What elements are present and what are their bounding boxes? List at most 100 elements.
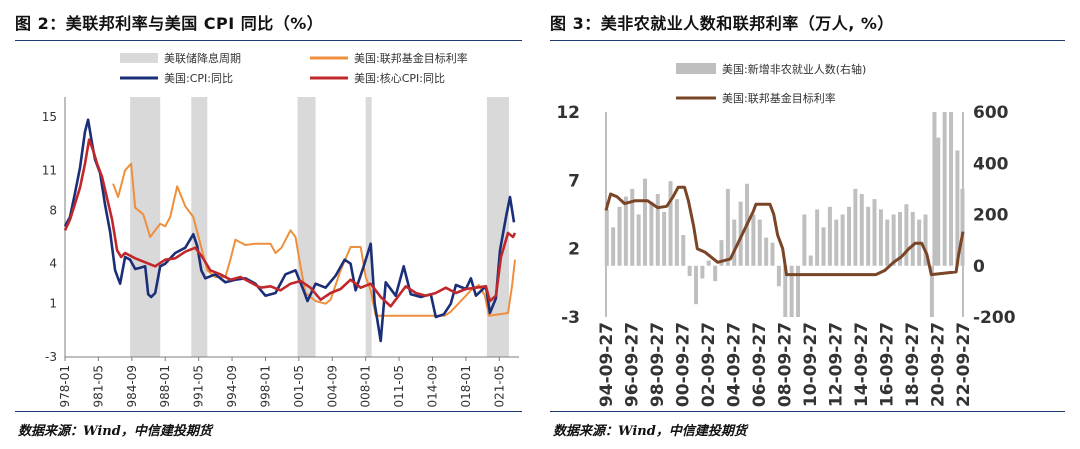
right-y-tick-label: 200 <box>973 206 1009 226</box>
x-tick-label: 2014-09 <box>425 365 439 407</box>
payroll-bar <box>764 237 769 266</box>
x-tick-label: 2010-09-27 <box>801 322 821 407</box>
x-tick-label: 2018-01 <box>459 365 473 407</box>
right-y-tick-label: 400 <box>973 154 1009 174</box>
y-tick-label: 4 <box>49 257 57 271</box>
right-bottom-rule <box>550 411 1065 412</box>
x-tick-label: 2002-09-27 <box>699 322 719 407</box>
payroll-bar <box>891 214 896 266</box>
right-y-tick-label: 0 <box>973 257 985 277</box>
x-tick-label: 1988-01 <box>158 365 172 407</box>
payroll-bar <box>929 265 934 317</box>
x-tick-label: 2021-05 <box>492 365 506 407</box>
x-tick-label: 2016-09-27 <box>878 322 898 407</box>
x-tick-label: 2004-09-27 <box>725 322 745 407</box>
payroll-bar <box>859 194 864 266</box>
payroll-bar <box>808 255 813 266</box>
payroll-bar <box>604 209 609 266</box>
payroll-bar <box>668 181 673 266</box>
recession-band-1 <box>191 97 208 357</box>
recession-band-0 <box>130 97 161 357</box>
x-tick-label: 1978-01 <box>58 365 72 407</box>
left-chart-title: 图 2：美联邦利率与美国 CPI 同比（%） <box>15 14 324 33</box>
recession-band-2 <box>297 97 316 357</box>
recession-band-4 <box>486 97 509 357</box>
payroll-bar <box>713 265 718 282</box>
payroll-bar <box>789 265 794 317</box>
x-tick-label: 2008-09-27 <box>776 322 796 407</box>
payroll-bar <box>630 188 635 266</box>
y-tick-label: 8 <box>49 203 57 217</box>
series-line-1 <box>112 162 516 317</box>
payroll-bar <box>872 199 877 266</box>
payroll-bar <box>751 214 756 266</box>
x-tick-label: 1991-05 <box>192 365 206 407</box>
payroll-bar <box>815 209 820 266</box>
payroll-bar <box>776 265 781 287</box>
payroll-bar <box>866 206 871 266</box>
payroll-bar <box>840 214 845 266</box>
x-tick-label: 2001-05 <box>292 365 306 407</box>
legend-label-2: 美国:CPI:同比 <box>164 72 233 85</box>
payroll-bar <box>662 211 667 266</box>
y-tick-label: -3 <box>45 350 57 364</box>
x-tick-label: 1981-05 <box>91 365 105 407</box>
x-tick-label: 1996-09-27 <box>623 322 643 407</box>
payroll-bar <box>878 209 883 266</box>
payroll-bar <box>719 240 724 266</box>
right-chart-title: 图 3：美非农就业人数和联邦利率（万人, %） <box>550 14 894 33</box>
payroll-bar <box>923 214 928 266</box>
x-tick-label: 1994-09-27 <box>597 322 617 407</box>
right-y-tick-label: -200 <box>973 308 1016 328</box>
payroll-bar <box>960 188 965 266</box>
payroll-bar <box>783 265 788 317</box>
payroll-bar <box>770 242 775 266</box>
y-tick-label: 11 <box>42 163 57 177</box>
payroll-bar <box>932 112 937 266</box>
payroll-bar <box>636 214 641 266</box>
payroll-fed-rate-chart: 12 7 2 -3 600 400 200 0 -200 1994-09-27 1996-09-27… <box>556 62 1016 407</box>
payroll-bar <box>955 150 960 266</box>
recession-band-3 <box>365 97 372 357</box>
left-y-tick-label: 12 <box>556 103 580 123</box>
payroll-bar <box>643 178 648 266</box>
left-y-tick-label: 2 <box>568 240 580 260</box>
x-tick-label: 2018-09-27 <box>903 322 923 407</box>
legend-label-fed: 美国:联邦基金目标利率 <box>722 91 836 105</box>
payroll-bar <box>623 196 628 266</box>
payroll-bar <box>681 235 686 266</box>
payroll-bar <box>898 211 903 266</box>
payroll-bar <box>611 227 616 266</box>
left-source-note: 数据来源：Wind，中信建投期货 <box>18 424 212 439</box>
x-tick-label: 2022-09-27 <box>954 322 974 407</box>
payroll-bar <box>725 188 730 266</box>
payroll-bar <box>738 201 743 266</box>
x-tick-label: 2006-09-27 <box>750 322 770 407</box>
x-tick-label: 2008-01 <box>359 365 373 407</box>
payroll-bar <box>802 214 807 266</box>
x-tick-label: 1998-01 <box>258 365 272 407</box>
payroll-bar <box>827 206 832 266</box>
left-bottom-rule <box>15 411 522 412</box>
payroll-bar <box>949 112 954 266</box>
payroll-bar <box>942 112 947 266</box>
payroll-bar <box>700 265 705 279</box>
payroll-bar <box>706 260 711 266</box>
legend-label-3: 美国:核心CPI:同比 <box>354 71 445 85</box>
series-line-3 <box>63 138 517 308</box>
y-tick-label: 15 <box>42 110 57 124</box>
x-tick-label: 1998-09-27 <box>648 322 668 407</box>
legend-swatch-recession <box>120 53 158 63</box>
payroll-bar <box>757 219 762 266</box>
left-title-rule <box>15 40 522 41</box>
payroll-bar <box>655 194 660 266</box>
x-tick-label: 1984-09 <box>125 365 139 407</box>
fed-rate-line <box>604 185 965 277</box>
payroll-bar <box>885 219 890 266</box>
x-tick-label: 2000-09-27 <box>674 322 694 407</box>
payroll-bar <box>853 188 858 266</box>
legend-label-payroll: 美国:新增非农就业人数(右轴) <box>722 62 866 76</box>
payroll-bar <box>694 265 699 305</box>
right-y-tick-label: 600 <box>973 103 1009 123</box>
